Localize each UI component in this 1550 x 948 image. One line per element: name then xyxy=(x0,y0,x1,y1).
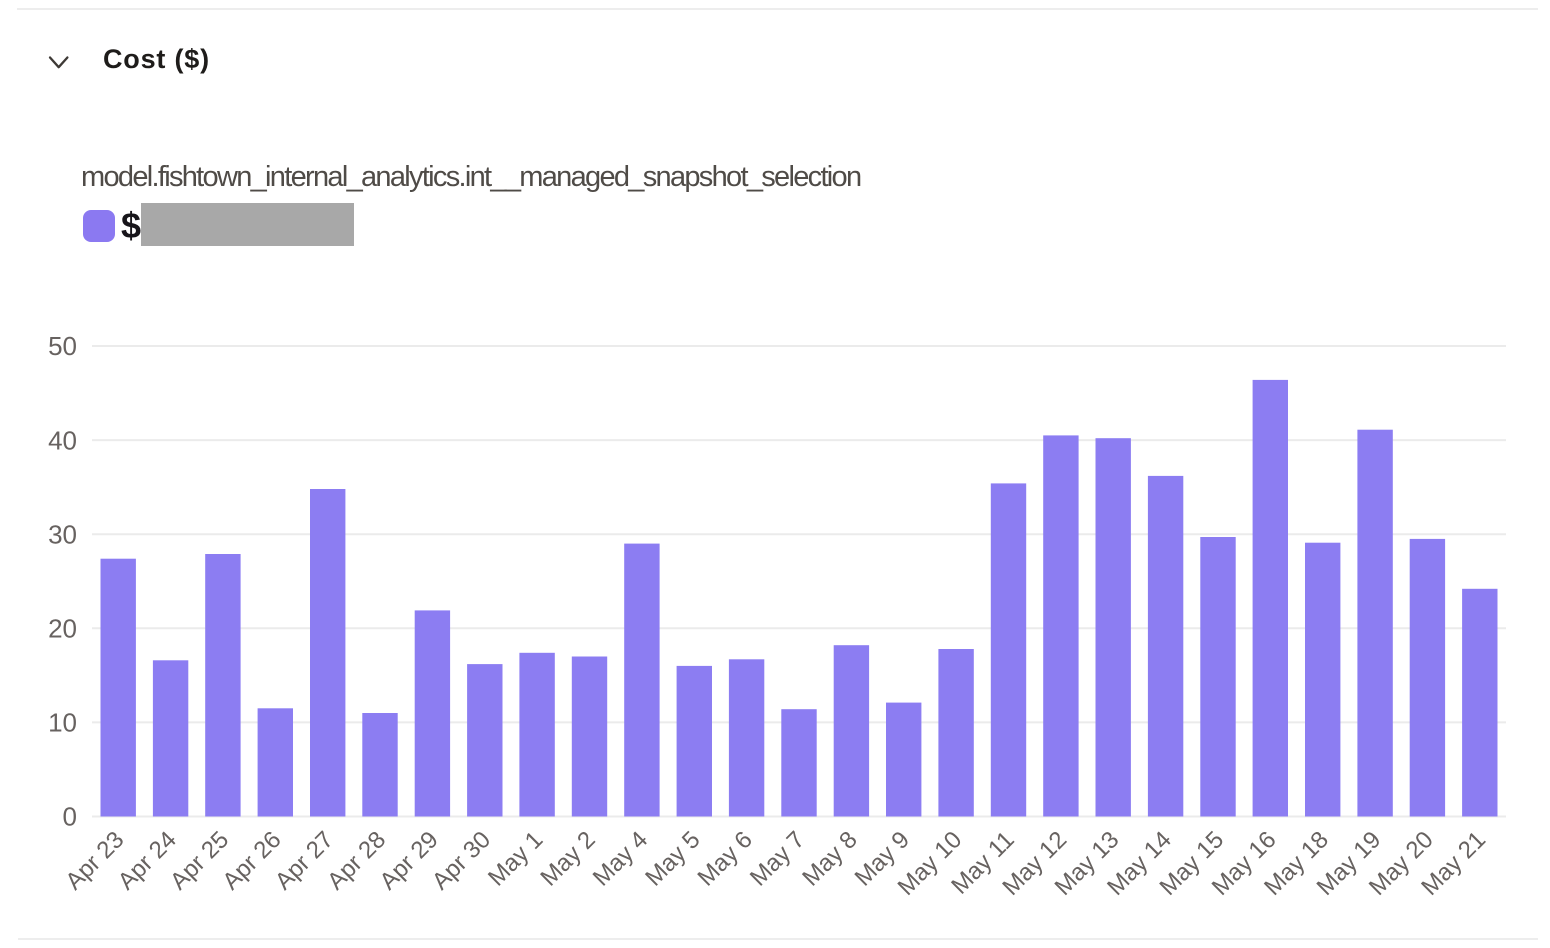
svg-text:20: 20 xyxy=(48,614,77,644)
svg-text:May 21: May 21 xyxy=(1416,826,1491,901)
svg-text:30: 30 xyxy=(48,519,77,549)
svg-text:May 14: May 14 xyxy=(1102,826,1177,901)
svg-text:May 5: May 5 xyxy=(640,826,705,891)
svg-text:May 20: May 20 xyxy=(1364,826,1439,901)
svg-text:May 11: May 11 xyxy=(946,826,1019,899)
svg-text:May 10: May 10 xyxy=(893,826,968,901)
svg-text:May 13: May 13 xyxy=(1050,826,1125,901)
svg-text:Apr 26: Apr 26 xyxy=(217,826,286,895)
svg-text:Apr 24: Apr 24 xyxy=(113,826,182,895)
svg-text:Apr 23: Apr 23 xyxy=(60,826,129,895)
svg-text:May 18: May 18 xyxy=(1259,826,1334,901)
svg-text:May 2: May 2 xyxy=(535,826,600,891)
svg-text:May 15: May 15 xyxy=(1154,826,1229,901)
svg-text:Apr 29: Apr 29 xyxy=(375,826,444,895)
svg-text:Apr 25: Apr 25 xyxy=(165,826,234,895)
svg-text:Apr 27: Apr 27 xyxy=(270,826,339,895)
svg-text:Apr 28: Apr 28 xyxy=(322,826,391,895)
svg-text:40: 40 xyxy=(48,425,77,455)
svg-text:May 6: May 6 xyxy=(693,826,758,891)
svg-text:May 19: May 19 xyxy=(1312,826,1387,901)
svg-text:May 1: May 1 xyxy=(483,826,548,891)
svg-text:Apr 30: Apr 30 xyxy=(427,826,496,895)
svg-text:0: 0 xyxy=(63,802,77,832)
svg-text:10: 10 xyxy=(48,708,77,738)
svg-text:May 4: May 4 xyxy=(588,826,653,891)
svg-text:May 7: May 7 xyxy=(745,826,810,891)
svg-text:May 16: May 16 xyxy=(1207,826,1282,901)
svg-text:May 9: May 9 xyxy=(850,826,915,891)
svg-text:May 8: May 8 xyxy=(797,826,862,891)
svg-text:50: 50 xyxy=(48,331,77,361)
svg-text:May 12: May 12 xyxy=(997,826,1072,901)
